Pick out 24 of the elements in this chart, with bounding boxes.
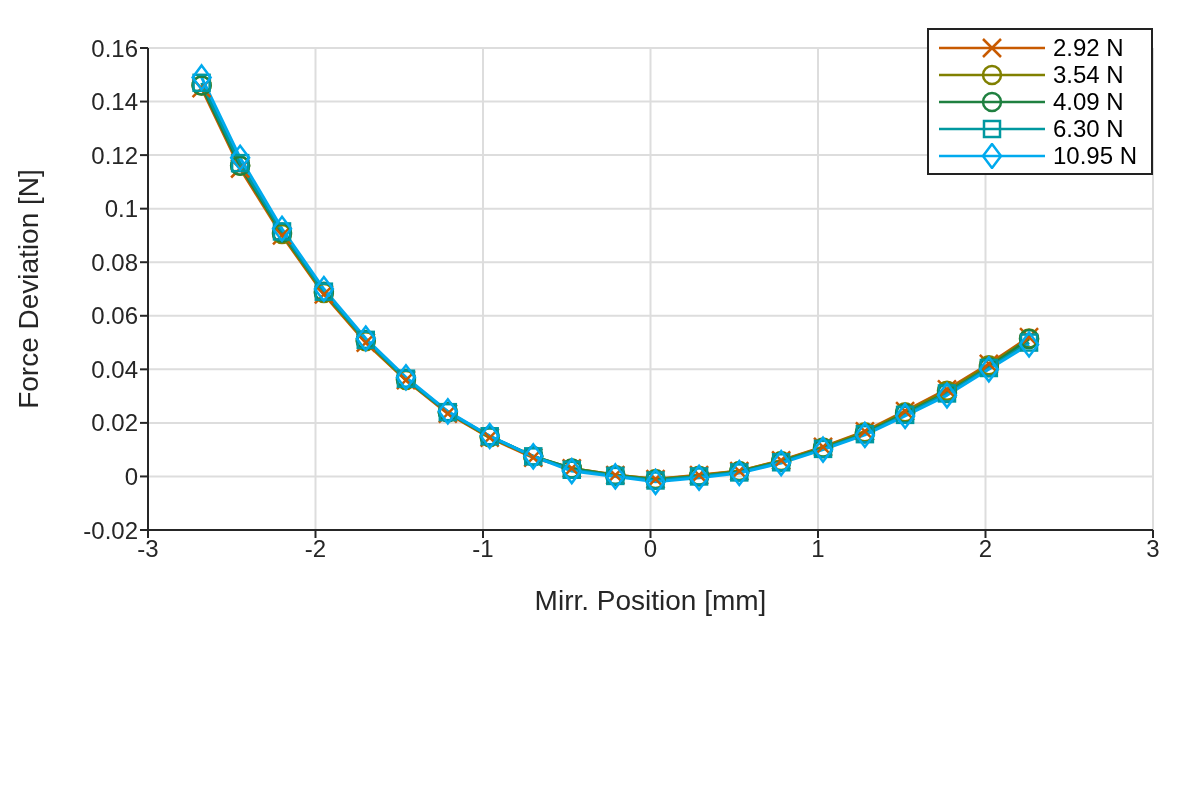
- x-tick-label: -2: [304, 535, 327, 563]
- legend-label: 4.09 N: [1052, 87, 1124, 116]
- y-tick-label: 0.02: [91, 409, 138, 437]
- legend-label: 2.92 N: [1052, 33, 1124, 62]
- y-tick-label: 0.14: [91, 88, 138, 116]
- y-tick-label: 0.06: [91, 302, 138, 330]
- x-tick-label: 1: [811, 535, 825, 563]
- y-tick-label: 0.04: [91, 355, 138, 383]
- y-tick-label: 0: [124, 462, 138, 490]
- y-tick-label: -0.02: [83, 516, 138, 544]
- legend-label: 3.54 N: [1052, 60, 1124, 89]
- y-tick-label: 0.1: [104, 195, 138, 223]
- legend-label: 10.95 N: [1052, 141, 1137, 170]
- y-tick-label: 0.08: [91, 248, 138, 276]
- x-tick-label: 3: [1146, 535, 1160, 563]
- y-axis-title: Force Deviation [N]: [12, 169, 44, 409]
- x-tick-label: 0: [643, 535, 658, 563]
- x-tick-label: -3: [137, 535, 159, 563]
- y-tick-label: 0.16: [91, 34, 138, 62]
- x-axis-title: Mirr. Position [mm]: [534, 585, 767, 616]
- x-tick-label: 2: [978, 535, 993, 563]
- x-tick-label: -1: [472, 535, 494, 563]
- y-tick-label: 0.12: [91, 141, 138, 169]
- legend-label: 6.30 N: [1052, 114, 1124, 143]
